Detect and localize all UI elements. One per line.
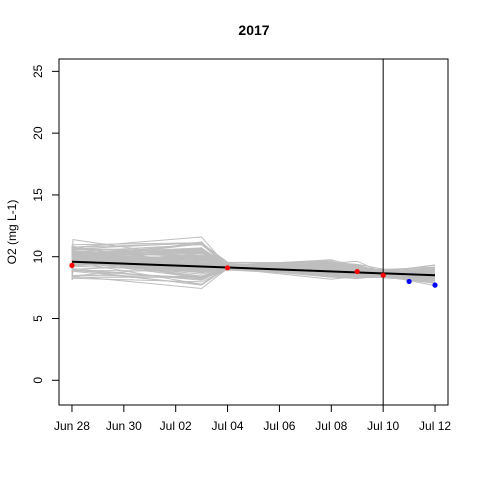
x-tick-label: Jul 12 xyxy=(419,419,451,433)
ensemble-mean-line xyxy=(71,260,436,277)
data-point xyxy=(69,262,75,268)
x-tick-label: Jul 04 xyxy=(212,419,244,433)
ensemble-member-line xyxy=(71,265,436,282)
y-axis: 0 5 10 15 20 25 xyxy=(31,64,60,384)
chart-title: 2017 xyxy=(238,22,269,38)
data-point xyxy=(406,278,412,285)
ensemble-member-line xyxy=(71,247,436,279)
x-tick-label: Jul 02 xyxy=(160,419,192,433)
y-tick-label: 10 xyxy=(31,250,45,264)
data-point xyxy=(380,272,386,278)
x-tick-label: Jul 10 xyxy=(367,419,399,433)
ensemble-member-line xyxy=(71,261,436,280)
y-tick-label: 15 xyxy=(31,188,45,202)
observation-points xyxy=(69,262,438,288)
x-tick-label: Jul 08 xyxy=(315,419,347,433)
ensemble-member-line xyxy=(71,242,436,271)
data-point xyxy=(224,265,231,271)
y-tick-label: 25 xyxy=(31,64,45,78)
y-axis-label: O2 (mg L-1) xyxy=(5,200,19,265)
x-axis: Jun 28 Jun 30 Jul 02 Jul 04 Jul 06 Jul 08 Jul … xyxy=(54,404,451,433)
x-tick-label: Jun 30 xyxy=(106,419,142,433)
x-tick-label: Jun 28 xyxy=(54,419,90,433)
x-tick-label: Jul 06 xyxy=(263,419,295,433)
data-point xyxy=(354,268,360,275)
data-point xyxy=(432,282,438,288)
y-tick-label: 20 xyxy=(31,126,45,140)
y-tick-label: 5 xyxy=(31,315,45,322)
y-tick-label: 0 xyxy=(31,377,45,384)
mean-line xyxy=(71,260,436,277)
